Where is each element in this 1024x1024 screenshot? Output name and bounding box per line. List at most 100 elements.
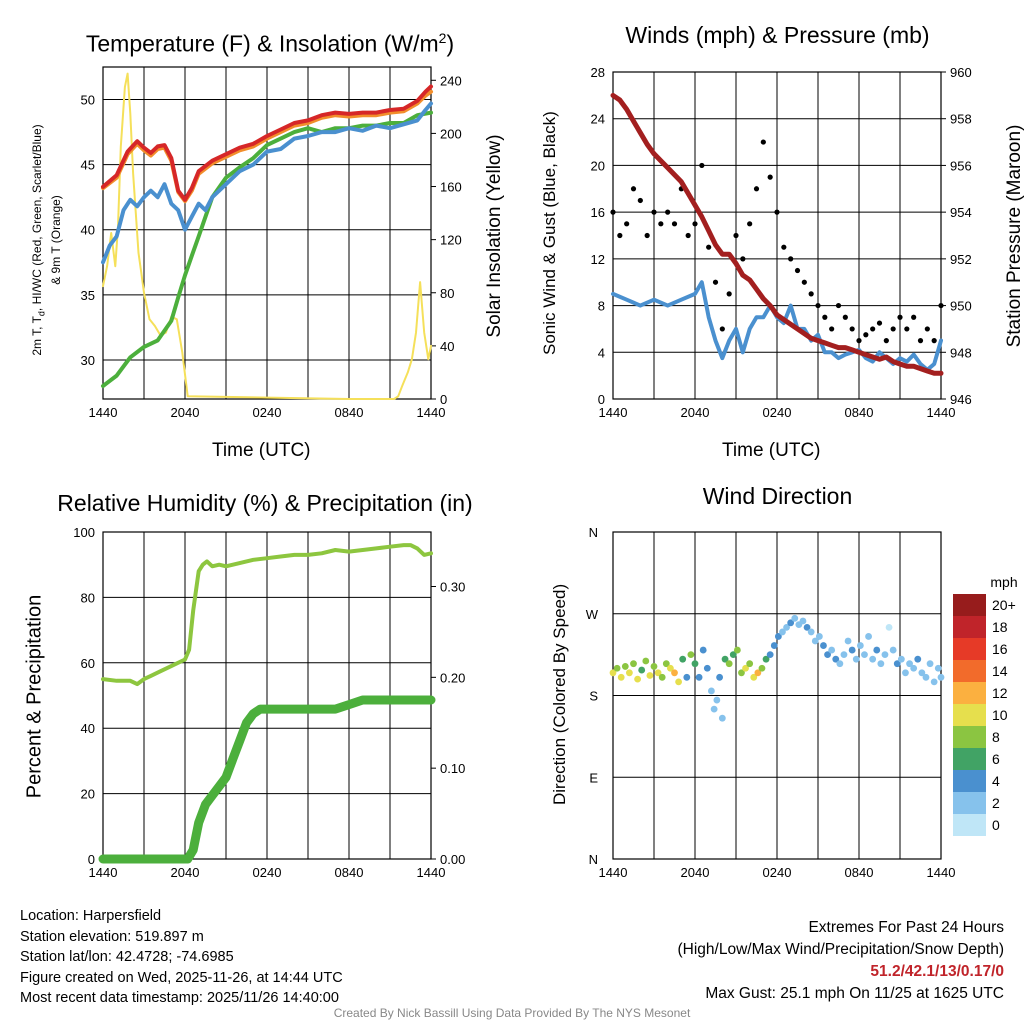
wdir-point bbox=[621, 663, 629, 670]
rh-xtick-label: 0240 bbox=[253, 865, 282, 880]
wdir-point bbox=[852, 655, 860, 663]
winds-gust-point bbox=[876, 320, 883, 326]
wdir-point bbox=[844, 637, 852, 645]
wdir-point bbox=[654, 669, 662, 677]
winds-gust-point bbox=[904, 326, 910, 332]
wdir-point bbox=[746, 660, 754, 668]
wdir-point bbox=[783, 623, 790, 631]
rh-xtick-label: 2040 bbox=[171, 865, 200, 880]
temp-ytick-label-right: 160 bbox=[440, 180, 462, 195]
credit-text: Created By Nick Bassill Using Data Provi… bbox=[333, 1006, 691, 1020]
wdir-point bbox=[617, 673, 625, 681]
wdir-point bbox=[699, 646, 707, 654]
wdir-point bbox=[930, 678, 938, 686]
temp-series-9m-t bbox=[101, 89, 433, 204]
winds-ytick-label-right: 952 bbox=[950, 252, 972, 267]
wdir-ytick-label: N bbox=[589, 525, 598, 540]
wdir-point bbox=[848, 646, 856, 654]
wdir-point bbox=[762, 655, 770, 663]
colorbar-swatch bbox=[953, 792, 986, 814]
winds-gust-point bbox=[726, 291, 732, 297]
created-text: Figure created on Wed, 2025-11-26, at 14… bbox=[20, 969, 343, 986]
wdir-point bbox=[787, 619, 795, 627]
winds-gust-point bbox=[712, 279, 719, 285]
temp-xlabel: Time (UTC) bbox=[212, 440, 311, 461]
winds-gust-point bbox=[774, 209, 780, 215]
colorbar-swatch bbox=[953, 814, 986, 836]
winds-gust-point bbox=[699, 162, 705, 169]
wdir-point bbox=[638, 666, 646, 674]
temp-xtick-label: 2040 bbox=[171, 405, 200, 420]
winds-gust-point bbox=[849, 326, 855, 332]
winds-ytick-label: 12 bbox=[591, 252, 605, 267]
rh-ytick-label: 100 bbox=[73, 525, 95, 540]
colorbar-label: 20+ bbox=[992, 597, 1016, 613]
winds-gust-point bbox=[788, 256, 794, 262]
rh-ytick-label: 40 bbox=[81, 721, 95, 736]
colorbar-swatch bbox=[953, 638, 986, 660]
extremes-info: Extremes For Past 24 Hours (High/Low/Max… bbox=[678, 917, 1005, 1005]
wdir-point bbox=[721, 655, 729, 663]
winds-ytick-label: 24 bbox=[591, 112, 605, 127]
wdir-point bbox=[662, 660, 670, 668]
rh-series-relative-humidity bbox=[101, 543, 433, 687]
winds-ytick-label: 0 bbox=[598, 392, 605, 407]
temp-ylabel-left: 2m T, Td, HI/WC (Red, Green, Scarlet/Blu… bbox=[30, 124, 64, 356]
wdir-point bbox=[906, 660, 913, 668]
station-info: Location: Harpersfield Station elevation… bbox=[20, 906, 343, 1009]
winds-gust-point bbox=[815, 302, 821, 309]
wdir-point bbox=[881, 651, 889, 659]
winds-xtick-label: 0840 bbox=[845, 405, 874, 420]
temp-ytick-label: 30 bbox=[81, 353, 95, 368]
wdir-point bbox=[799, 617, 807, 625]
colorbar-label: 10 bbox=[992, 707, 1008, 723]
wdir-point bbox=[626, 669, 633, 677]
latlon-text: Station lat/lon: 42.4728; -74.6985 bbox=[20, 949, 234, 965]
wdir-point bbox=[671, 669, 678, 677]
wdir-ytick-label: E bbox=[589, 770, 598, 785]
temp-ytick-label: 40 bbox=[81, 223, 95, 238]
wdir-point bbox=[766, 651, 774, 659]
wdir-point bbox=[902, 669, 909, 677]
rh-ytick-label: 80 bbox=[81, 590, 95, 605]
winds-gust-point bbox=[801, 279, 807, 285]
colorbar-label: 0 bbox=[992, 817, 1000, 833]
colorbar-swatch bbox=[953, 682, 986, 704]
colorbar-label: 8 bbox=[992, 729, 1000, 745]
wdir-point bbox=[807, 628, 815, 636]
wdir-ytick-label: N bbox=[589, 852, 598, 867]
wdir-point bbox=[791, 614, 799, 622]
extremes-title: Extremes For Past 24 Hours bbox=[808, 919, 1004, 936]
temp-ytick-label: 35 bbox=[81, 288, 95, 303]
wdir-ytick-label: S bbox=[589, 689, 598, 704]
wdir-point bbox=[758, 664, 766, 672]
winds-plot-frame bbox=[612, 71, 942, 400]
wdir-point bbox=[832, 655, 840, 663]
wdir-point bbox=[803, 623, 811, 631]
winds-gust-point bbox=[760, 139, 766, 145]
wdir-point bbox=[713, 696, 721, 704]
winds-gust-point bbox=[610, 209, 616, 215]
colorbar-label: 18 bbox=[992, 619, 1008, 635]
location-text: Location: Harpersfield bbox=[20, 908, 162, 924]
temp-xtick-label: 1440 bbox=[417, 405, 446, 420]
wdir-point bbox=[869, 655, 877, 663]
wdir-point bbox=[642, 657, 650, 665]
winds-xtick-label: 2040 bbox=[681, 405, 710, 420]
winds-ylabel-right: Station Pressure (Maroon) bbox=[1004, 124, 1024, 348]
wdir-point bbox=[873, 646, 881, 654]
temp-ytick-label-right: 0 bbox=[440, 392, 447, 407]
wdir-point bbox=[667, 664, 674, 672]
temp-ytick-label-right: 120 bbox=[440, 233, 462, 248]
temp-ylabel-right: Solar Insolation (Yellow) bbox=[484, 134, 505, 338]
winds-gust-point bbox=[630, 186, 637, 192]
wdir-point bbox=[795, 621, 803, 629]
colorbar-swatch bbox=[953, 616, 986, 638]
winds-gust-point bbox=[747, 221, 753, 227]
max-gust-text: Max Gust: 25.1 mph On 11/25 at 1625 UTC bbox=[705, 985, 1004, 1002]
winds-gust-point bbox=[890, 326, 896, 332]
winds-gust-point bbox=[692, 221, 698, 227]
wdir-point bbox=[683, 673, 691, 681]
wdir-point bbox=[729, 651, 737, 659]
temp-series-solar-insolation bbox=[102, 72, 432, 400]
